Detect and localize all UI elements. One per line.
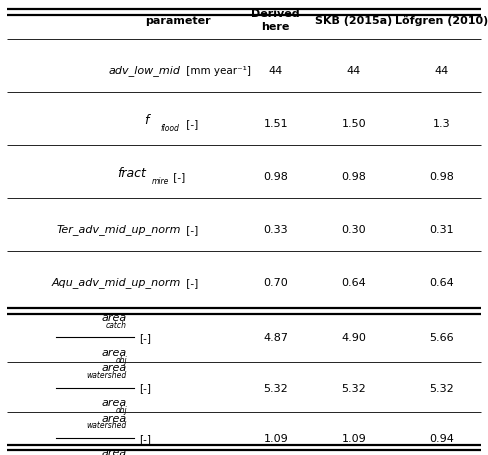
Text: catch: catch: [106, 320, 127, 329]
Text: 5.32: 5.32: [264, 383, 288, 393]
Text: adv_low_mid: adv_low_mid: [108, 65, 181, 76]
Text: area: area: [102, 313, 127, 323]
Text: watershed: watershed: [87, 420, 127, 430]
Text: area: area: [102, 447, 127, 455]
Text: 0.64: 0.64: [429, 277, 454, 287]
Text: obj: obj: [115, 355, 127, 364]
Text: Ter_adv_mid_up_norm: Ter_adv_mid_up_norm: [56, 224, 181, 235]
Text: 0.64: 0.64: [342, 277, 366, 287]
Text: area: area: [102, 413, 127, 423]
Text: 0.98: 0.98: [429, 172, 454, 182]
Text: 5.32: 5.32: [429, 383, 454, 393]
Text: 0.98: 0.98: [342, 172, 366, 182]
Text: 5.66: 5.66: [429, 333, 454, 343]
Text: [-]: [-]: [170, 172, 185, 182]
Text: 5.32: 5.32: [342, 383, 366, 393]
Text: Löfgren (2010): Löfgren (2010): [395, 15, 488, 25]
Text: watershed: watershed: [87, 370, 127, 379]
Text: obj: obj: [115, 405, 127, 414]
Text: 0.31: 0.31: [429, 224, 454, 234]
Text: 4.87: 4.87: [263, 333, 288, 343]
Text: [-]: [-]: [183, 119, 198, 129]
Text: 4.90: 4.90: [342, 333, 366, 343]
Text: 0.98: 0.98: [264, 172, 288, 182]
Text: 0.30: 0.30: [342, 224, 366, 234]
Text: f: f: [144, 114, 148, 126]
Text: 44: 44: [268, 66, 283, 76]
Text: [-]: [-]: [139, 383, 151, 393]
Text: 1.09: 1.09: [342, 433, 366, 443]
Text: [-]: [-]: [139, 333, 151, 343]
Text: [-]: [-]: [139, 433, 151, 443]
Text: 0.33: 0.33: [264, 224, 288, 234]
Text: mire: mire: [151, 177, 169, 186]
Text: Derived
here: Derived here: [251, 9, 300, 32]
Text: flood: flood: [160, 124, 179, 133]
Text: area: area: [102, 363, 127, 373]
Text: 1.50: 1.50: [342, 119, 366, 129]
Text: area: area: [102, 397, 127, 407]
Text: 44: 44: [434, 66, 449, 76]
Text: 0.70: 0.70: [264, 277, 288, 287]
Text: parameter: parameter: [145, 15, 211, 25]
Text: [-]: [-]: [183, 224, 198, 234]
Text: 1.51: 1.51: [264, 119, 288, 129]
Text: [mm year⁻¹]: [mm year⁻¹]: [183, 66, 251, 76]
Text: SKB (2015a): SKB (2015a): [315, 15, 392, 25]
Text: 44: 44: [346, 66, 361, 76]
Text: [-]: [-]: [183, 277, 198, 287]
Text: 1.09: 1.09: [264, 433, 288, 443]
Text: area: area: [102, 347, 127, 357]
Text: 0.94: 0.94: [429, 433, 454, 443]
Text: 1.3: 1.3: [433, 119, 450, 129]
Text: fract: fract: [117, 167, 146, 179]
Text: Aqu_adv_mid_up_norm: Aqu_adv_mid_up_norm: [51, 277, 181, 288]
